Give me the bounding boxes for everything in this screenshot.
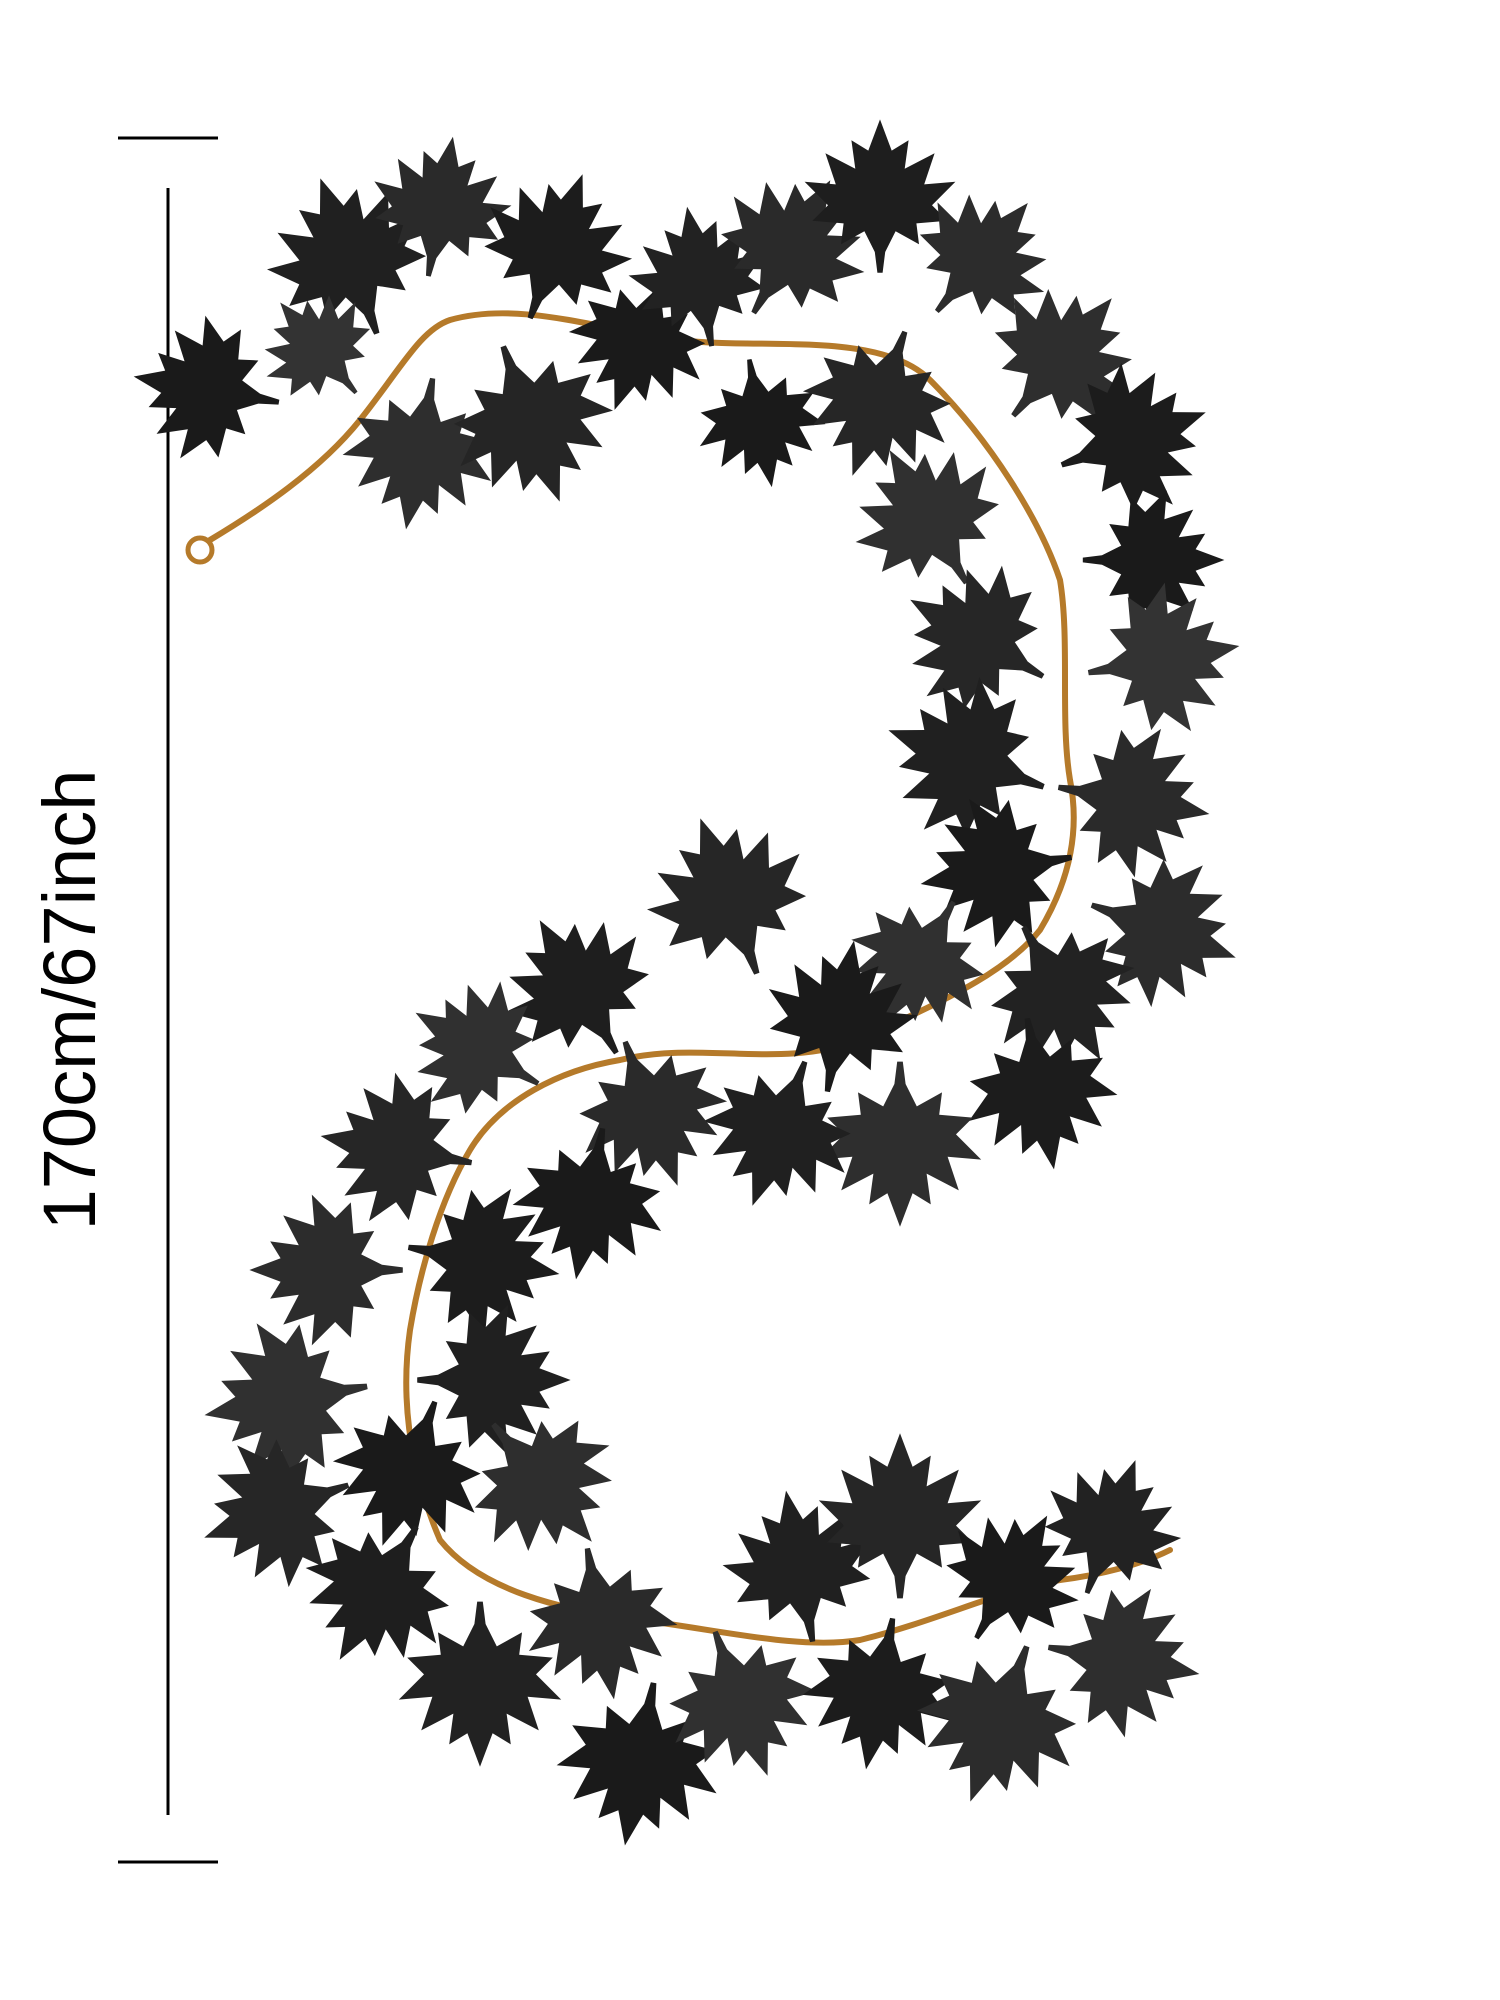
leaf [1075, 571, 1253, 747]
leaf [686, 348, 835, 499]
garland-leaves [121, 119, 1262, 1860]
leaf [121, 305, 292, 474]
dimension-label: 170cm/67inch [28, 769, 111, 1231]
leaf [249, 1194, 403, 1346]
measurement-indicator [118, 136, 218, 1864]
hanging-loop [185, 535, 215, 565]
leaf [818, 1061, 982, 1227]
leaf [624, 790, 834, 1002]
